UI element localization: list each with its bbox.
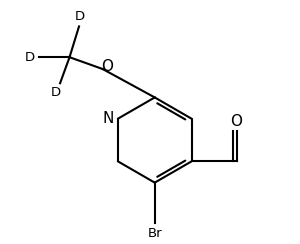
Text: Br: Br	[147, 227, 162, 240]
Text: D: D	[50, 86, 60, 99]
Text: N: N	[103, 111, 114, 126]
Text: D: D	[75, 10, 85, 23]
Text: O: O	[231, 114, 243, 129]
Text: D: D	[24, 51, 34, 64]
Text: O: O	[101, 59, 113, 74]
